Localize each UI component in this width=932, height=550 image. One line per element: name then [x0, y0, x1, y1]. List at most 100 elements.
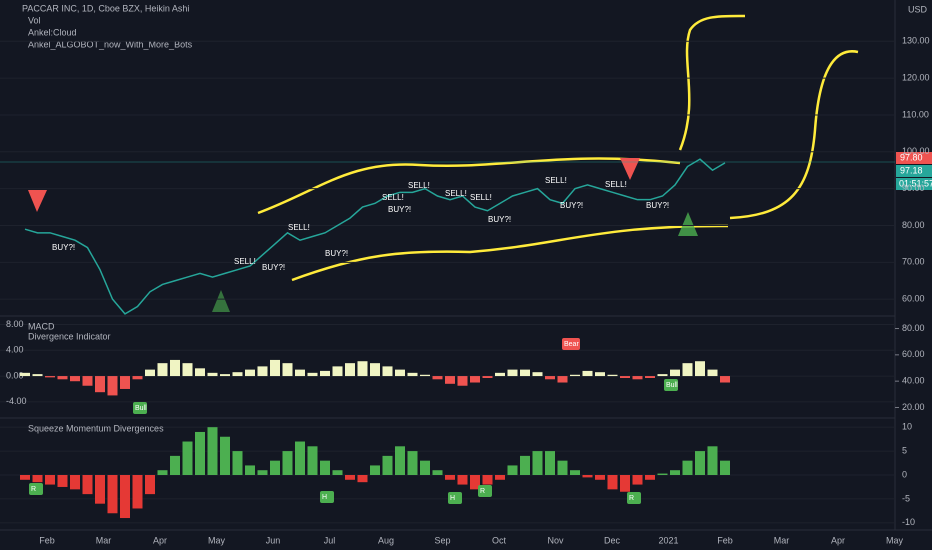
histogram-bar: [107, 475, 118, 514]
pane-subtitle: Divergence Indicator: [28, 331, 111, 341]
histogram-bar: [432, 376, 443, 380]
histogram-bar: [82, 376, 93, 386]
x-tick-label: Mar: [774, 535, 790, 545]
x-tick-label: Jun: [266, 535, 281, 545]
histogram-bar: [557, 376, 568, 383]
y2-tick-label: 20.00: [902, 402, 925, 412]
signal-badge: [664, 379, 678, 391]
pane-title: Squeeze Momentum Divergences: [28, 423, 164, 433]
histogram-bar: [95, 376, 105, 393]
signal-label: BUY?!: [262, 263, 285, 272]
histogram-bar: [557, 460, 568, 475]
y-tick-label: 0: [902, 469, 907, 479]
indicator-label: Vol: [28, 15, 41, 25]
histogram-bar: [245, 369, 255, 377]
y-tick-label: 120.00: [902, 72, 930, 82]
histogram-bar: [357, 475, 368, 483]
histogram-bar: [532, 451, 543, 475]
signal-label: R: [629, 495, 634, 502]
signal-label: SELL!: [470, 193, 492, 202]
histogram-bar: [645, 475, 655, 480]
histogram-bar: [195, 368, 205, 377]
histogram-bar: [682, 460, 693, 475]
histogram-bar: [545, 451, 555, 475]
signal-label: SELL!: [445, 189, 467, 198]
histogram-bar: [407, 451, 418, 475]
histogram-bar: [20, 372, 30, 377]
histogram-bar: [70, 376, 80, 382]
histogram-bar: [307, 446, 318, 475]
histogram-bar: [207, 372, 218, 377]
histogram-bar: [107, 376, 118, 396]
buy-triangle: [678, 212, 698, 236]
histogram-bar: [270, 460, 280, 475]
signal-badge: [627, 492, 641, 504]
signal-label: R: [31, 486, 36, 493]
histogram-bar: [320, 460, 330, 475]
histogram-bar: [682, 363, 693, 377]
x-tick-label: Jul: [324, 535, 336, 545]
signal-label: SELL!: [382, 193, 404, 202]
x-tick-label: Oct: [492, 535, 507, 545]
histogram-bar: [20, 475, 30, 480]
histogram-bar: [595, 475, 605, 480]
histogram-bar: [145, 369, 155, 377]
signal-label: Bear: [564, 341, 579, 348]
histogram-bar: [457, 475, 468, 485]
signal-label: H: [322, 494, 327, 501]
y2-tick-label: 80.00: [902, 323, 925, 333]
histogram-bar: [232, 372, 243, 377]
signal-label: SELL!: [605, 180, 627, 189]
histogram-bar: [357, 361, 368, 377]
histogram-bar: [32, 374, 43, 377]
y-tick-label: 0.00: [6, 370, 24, 380]
histogram-bar: [582, 475, 593, 478]
histogram-bar: [545, 376, 555, 380]
histogram-bar: [657, 473, 668, 475]
x-tick-label: Nov: [547, 535, 564, 545]
histogram-bar: [257, 366, 268, 377]
signal-badge: [133, 402, 147, 414]
signal-label: Bull: [135, 405, 147, 412]
y2-tick-label: 40.00: [902, 376, 925, 386]
histogram-bar: [345, 475, 355, 480]
histogram-bar: [170, 359, 180, 377]
currency: USD: [908, 4, 928, 14]
histogram-bar: [82, 475, 93, 495]
histogram-bar: [157, 470, 168, 475]
signal-badge: [320, 491, 334, 503]
pane-title: MACD: [28, 321, 55, 331]
histogram-bar: [395, 369, 405, 377]
histogram-bar: [595, 372, 605, 377]
y-tick-label: 90.00: [902, 183, 925, 193]
y-tick-label: 60.00: [902, 294, 925, 304]
histogram-bar: [295, 369, 305, 377]
histogram-bar: [620, 376, 630, 378]
histogram-bar: [482, 475, 493, 485]
histogram-bar: [232, 451, 243, 475]
price-tag: [896, 178, 932, 190]
signal-label: Bull: [666, 382, 678, 389]
y-tick-label: 130.00: [902, 36, 930, 46]
histogram-bar: [632, 475, 643, 485]
histogram-bar: [370, 465, 380, 475]
x-tick-label: 2021: [658, 535, 678, 545]
histogram-bar: [195, 431, 205, 475]
histogram-bar: [145, 475, 155, 495]
y-tick-label: 100.00: [902, 146, 930, 156]
x-tick-label: Apr: [831, 535, 845, 545]
y-tick-label: 110.00: [902, 109, 929, 119]
signal-label: SELL!: [234, 257, 256, 266]
histogram-bar: [320, 370, 330, 377]
histogram-bar: [482, 376, 493, 378]
histogram-bar: [345, 363, 355, 377]
histogram-bar: [45, 475, 55, 485]
histogram-bar: [645, 376, 655, 378]
signal-label: BUY?!: [52, 243, 75, 252]
header-title: PACCAR INC, 1D, Cboe BZX, Heikin Ashi: [22, 3, 189, 13]
histogram-bar: [32, 475, 43, 483]
histogram-bar: [520, 369, 530, 377]
signal-badge: [448, 492, 462, 504]
histogram-bar: [220, 436, 230, 475]
